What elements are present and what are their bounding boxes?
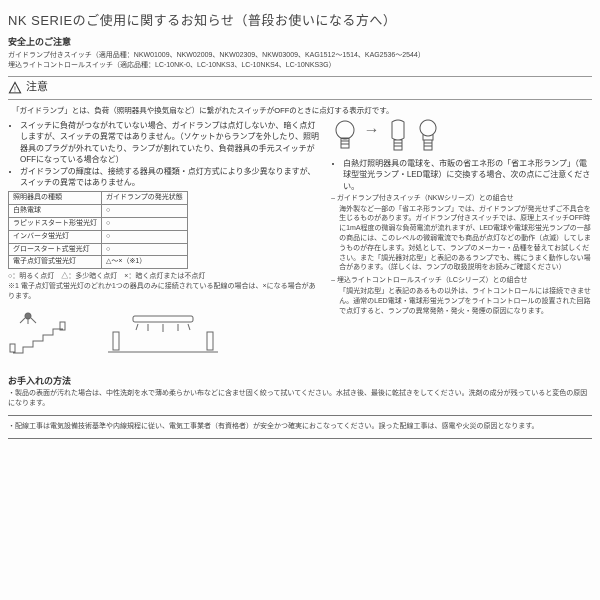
bulb-icon: [333, 118, 357, 154]
warning-banner: ! 注意: [8, 76, 592, 99]
table-note: ※1 電子点灯管式蛍光灯のどれか1つの器具のみに接続されている配線の場合は、×に…: [8, 282, 321, 302]
divider: [8, 415, 592, 416]
table-row: ラピッドスタート形蛍光灯: [9, 217, 102, 230]
combo-nkw-t: 海外製など一部の「省エネ形ランプ」では、ガイドランプが発光せずご不具合を生じるも…: [331, 205, 592, 274]
guide-lamp-def: 「ガイドランプ」とは、負荷（照明器具や換気扇など）に繋がれたスイッチがOFFのと…: [8, 104, 398, 119]
left-bullet-2: ガイドランプの輝度は、接続する器具の種類・点灯方式により多少異なりますが、スイッ…: [20, 166, 321, 188]
warning-label: 注意: [26, 80, 48, 95]
bulb-icon: [386, 118, 410, 154]
left-bullet-1: スイッチに負荷がつながれていない場合、ガイドランプは点灯しないか、暗く点灯します…: [20, 120, 321, 165]
bulb-diagram: →: [331, 118, 592, 154]
warning-icon: !: [8, 81, 22, 95]
right-bullet-1: 白熱灯照明器具の電球を、市販の省エネ形の「省エネ形ランプ」（電球型蛍光ランプ・L…: [343, 158, 592, 192]
page-title: NK SERIEのご使用に関するお知らせ（普段お使いになる方へ）: [8, 12, 592, 30]
bulb-icon: [416, 118, 440, 154]
care-text: 製品の表面が汚れた場合は、中性洗剤を水で薄め柔らかい布などに含ませ固く絞って拭い…: [8, 389, 592, 409]
combo-nkw-h: – ガイドランプ付きスイッチ（NKWシリーズ）との組合せ: [331, 194, 592, 204]
th-type: 照明器具の種類: [9, 192, 102, 205]
model-line-1: ガイドランプ付きスイッチ（適用品種：NKW01009、NKW02009、NKW0…: [8, 51, 592, 61]
th-state: ガイドランプの発光状態: [102, 192, 188, 205]
table-legend: ○：明るく点灯 △：多少暗く点灯 ×：暗く点灯または不点灯: [8, 272, 321, 282]
lamp-table: 照明器具の種類ガイドランプの発光状態 白熱電球○ ラピッドスタート形蛍光灯○ イ…: [8, 191, 188, 269]
safety-heading: 安全上のご注意: [8, 36, 592, 49]
table-row: インバータ蛍光灯: [9, 230, 102, 243]
svg-text:!: !: [14, 87, 16, 94]
model-line-2: 埋込ライトコントロールスイッチ（適応品種：LC-10NK-0、LC-10NKS3…: [8, 61, 592, 71]
combo-lc-t: 「調光対応型」と表記のあるもの以外は、ライトコントロールには接続できません。通常…: [331, 287, 592, 316]
table-row: 白熱電球: [9, 205, 102, 218]
combo-lc-h: – 埋込ライトコントロールスイッチ（LCシリーズ）との組合せ: [331, 276, 592, 286]
divider: [8, 438, 592, 439]
footer-warning: 配線工事は電気設備技術基準や内線規程に従い、電気工事業者（有資格者）が安全かつ確…: [8, 422, 592, 432]
table-row: グロースタート式蛍光灯: [9, 243, 102, 256]
table-row: 電子点灯管式蛍光灯: [9, 256, 102, 269]
arrow-icon: →: [363, 120, 379, 137]
stair-room-diagram: [8, 308, 321, 361]
care-heading: お手入れの方法: [8, 375, 592, 388]
